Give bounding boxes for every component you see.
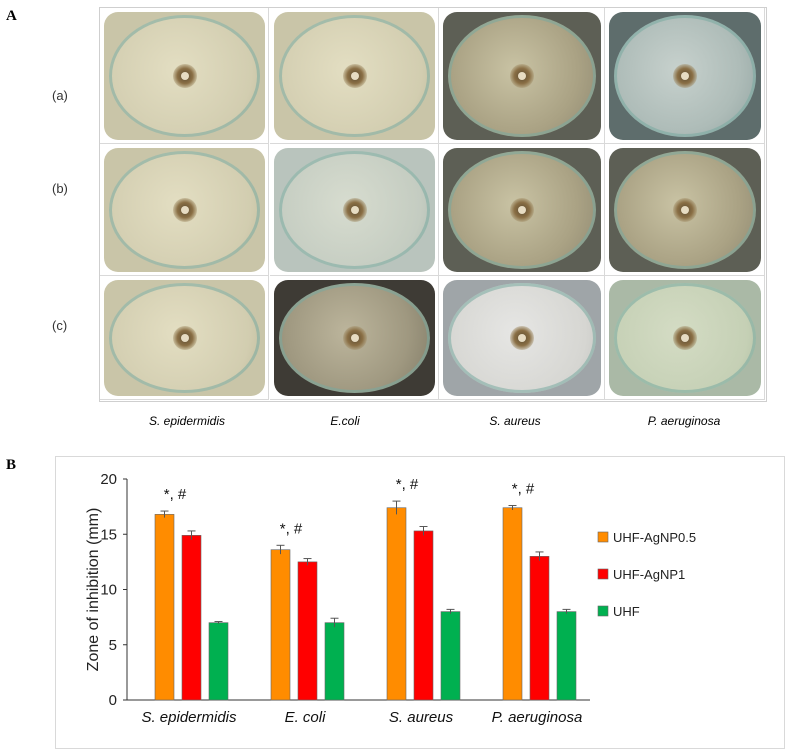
well-center — [350, 334, 359, 342]
inhibition-well — [673, 64, 697, 88]
panel-a-label: A — [6, 8, 17, 24]
well-center — [180, 206, 189, 214]
grid-cell — [100, 144, 269, 276]
well-center — [518, 72, 526, 80]
well-center — [350, 206, 359, 214]
row-label-b: (b) — [52, 181, 68, 196]
grid-cell — [439, 276, 605, 400]
inhibition-well — [510, 198, 534, 222]
petri-dish — [274, 148, 435, 272]
well-center — [681, 206, 689, 214]
inhibition-well — [673, 326, 697, 350]
inhibition-well — [342, 198, 367, 222]
grid-cell — [605, 144, 765, 276]
agar-plate — [614, 283, 756, 393]
grid-cell — [270, 8, 439, 144]
agar-plate — [109, 15, 260, 137]
panel-b-label: B — [6, 457, 17, 473]
organism-label-p-aeruginosa: P. aeruginosa — [647, 414, 721, 428]
petri-dish — [443, 280, 601, 396]
grid-cell — [605, 8, 765, 144]
well-center — [681, 334, 689, 342]
inhibition-well — [172, 198, 197, 222]
agar-plate — [614, 15, 756, 137]
petri-dish — [104, 280, 265, 396]
petri-dish — [274, 280, 435, 396]
well-center — [518, 206, 526, 214]
well-center — [681, 72, 689, 80]
well-center — [518, 334, 526, 342]
petri-dish — [443, 148, 601, 272]
grid-cell — [270, 276, 439, 400]
inhibition-well — [172, 64, 197, 88]
inhibition-well — [673, 198, 697, 222]
inhibition-well — [510, 64, 534, 88]
agar-plate — [448, 15, 596, 137]
agar-plate — [279, 151, 430, 269]
inhibition-well — [510, 326, 534, 350]
well-center — [180, 334, 189, 342]
grid-cell — [270, 144, 439, 276]
organism-label-s-epidermidis: S. epidermidis — [148, 414, 226, 428]
agar-plate — [614, 151, 756, 269]
plate-grid — [99, 7, 767, 402]
agar-plate — [109, 151, 260, 269]
grid-cell — [605, 276, 765, 400]
petri-dish — [274, 12, 435, 140]
petri-dish — [609, 280, 761, 396]
grid-cell — [100, 8, 269, 144]
inhibition-well — [342, 64, 367, 88]
inhibition-well — [342, 326, 367, 350]
petri-dish — [104, 148, 265, 272]
grid-cell — [439, 144, 605, 276]
inhibition-well — [172, 326, 197, 350]
petri-dish — [104, 12, 265, 140]
agar-plate — [279, 15, 430, 137]
petri-dish — [609, 148, 761, 272]
row-label-c: (c) — [52, 318, 68, 333]
agar-plate — [279, 283, 430, 393]
grid-cell — [439, 8, 605, 144]
agar-plate — [109, 283, 260, 393]
chart-frame — [55, 456, 785, 749]
organism-label-e-coli: E.coli — [330, 414, 360, 428]
well-center — [350, 72, 359, 80]
organism-label-s-aureus: S. aureus — [489, 414, 541, 428]
agar-plate — [448, 283, 596, 393]
grid-cell — [100, 276, 269, 400]
agar-plate — [448, 151, 596, 269]
petri-dish — [609, 12, 761, 140]
row-label-a: (a) — [52, 88, 68, 103]
well-center — [180, 72, 189, 80]
petri-dish — [443, 12, 601, 140]
